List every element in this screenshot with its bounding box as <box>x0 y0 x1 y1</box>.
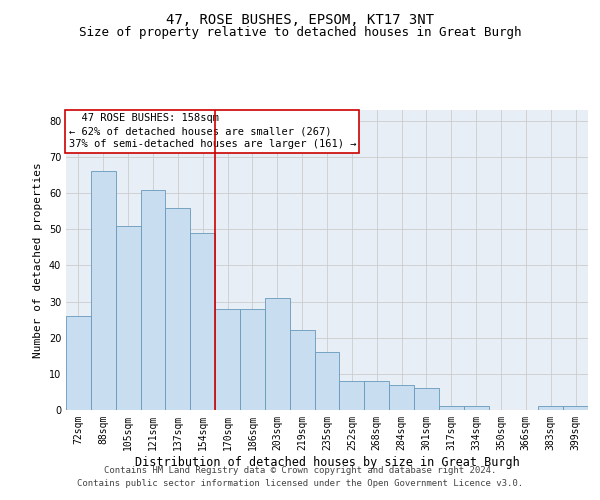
Bar <box>414 388 439 410</box>
Bar <box>91 172 116 410</box>
Text: 47, ROSE BUSHES, EPSOM, KT17 3NT: 47, ROSE BUSHES, EPSOM, KT17 3NT <box>166 12 434 26</box>
Bar <box>215 309 240 410</box>
Bar <box>290 330 314 410</box>
Text: 47 ROSE BUSHES: 158sqm  
← 62% of detached houses are smaller (267)
37% of semi-: 47 ROSE BUSHES: 158sqm ← 62% of detached… <box>68 113 356 150</box>
Bar <box>364 381 389 410</box>
Bar <box>116 226 140 410</box>
Bar <box>464 406 488 410</box>
X-axis label: Distribution of detached houses by size in Great Burgh: Distribution of detached houses by size … <box>134 456 520 468</box>
Bar <box>240 309 265 410</box>
Text: Contains HM Land Registry data © Crown copyright and database right 2024.
Contai: Contains HM Land Registry data © Crown c… <box>77 466 523 487</box>
Bar <box>265 298 290 410</box>
Bar <box>389 384 414 410</box>
Bar <box>190 233 215 410</box>
Bar <box>66 316 91 410</box>
Bar <box>340 381 364 410</box>
Bar <box>439 406 464 410</box>
Y-axis label: Number of detached properties: Number of detached properties <box>33 162 43 358</box>
Bar <box>538 406 563 410</box>
Bar <box>140 190 166 410</box>
Text: Size of property relative to detached houses in Great Burgh: Size of property relative to detached ho… <box>79 26 521 39</box>
Bar <box>563 406 588 410</box>
Bar <box>166 208 190 410</box>
Bar <box>314 352 340 410</box>
